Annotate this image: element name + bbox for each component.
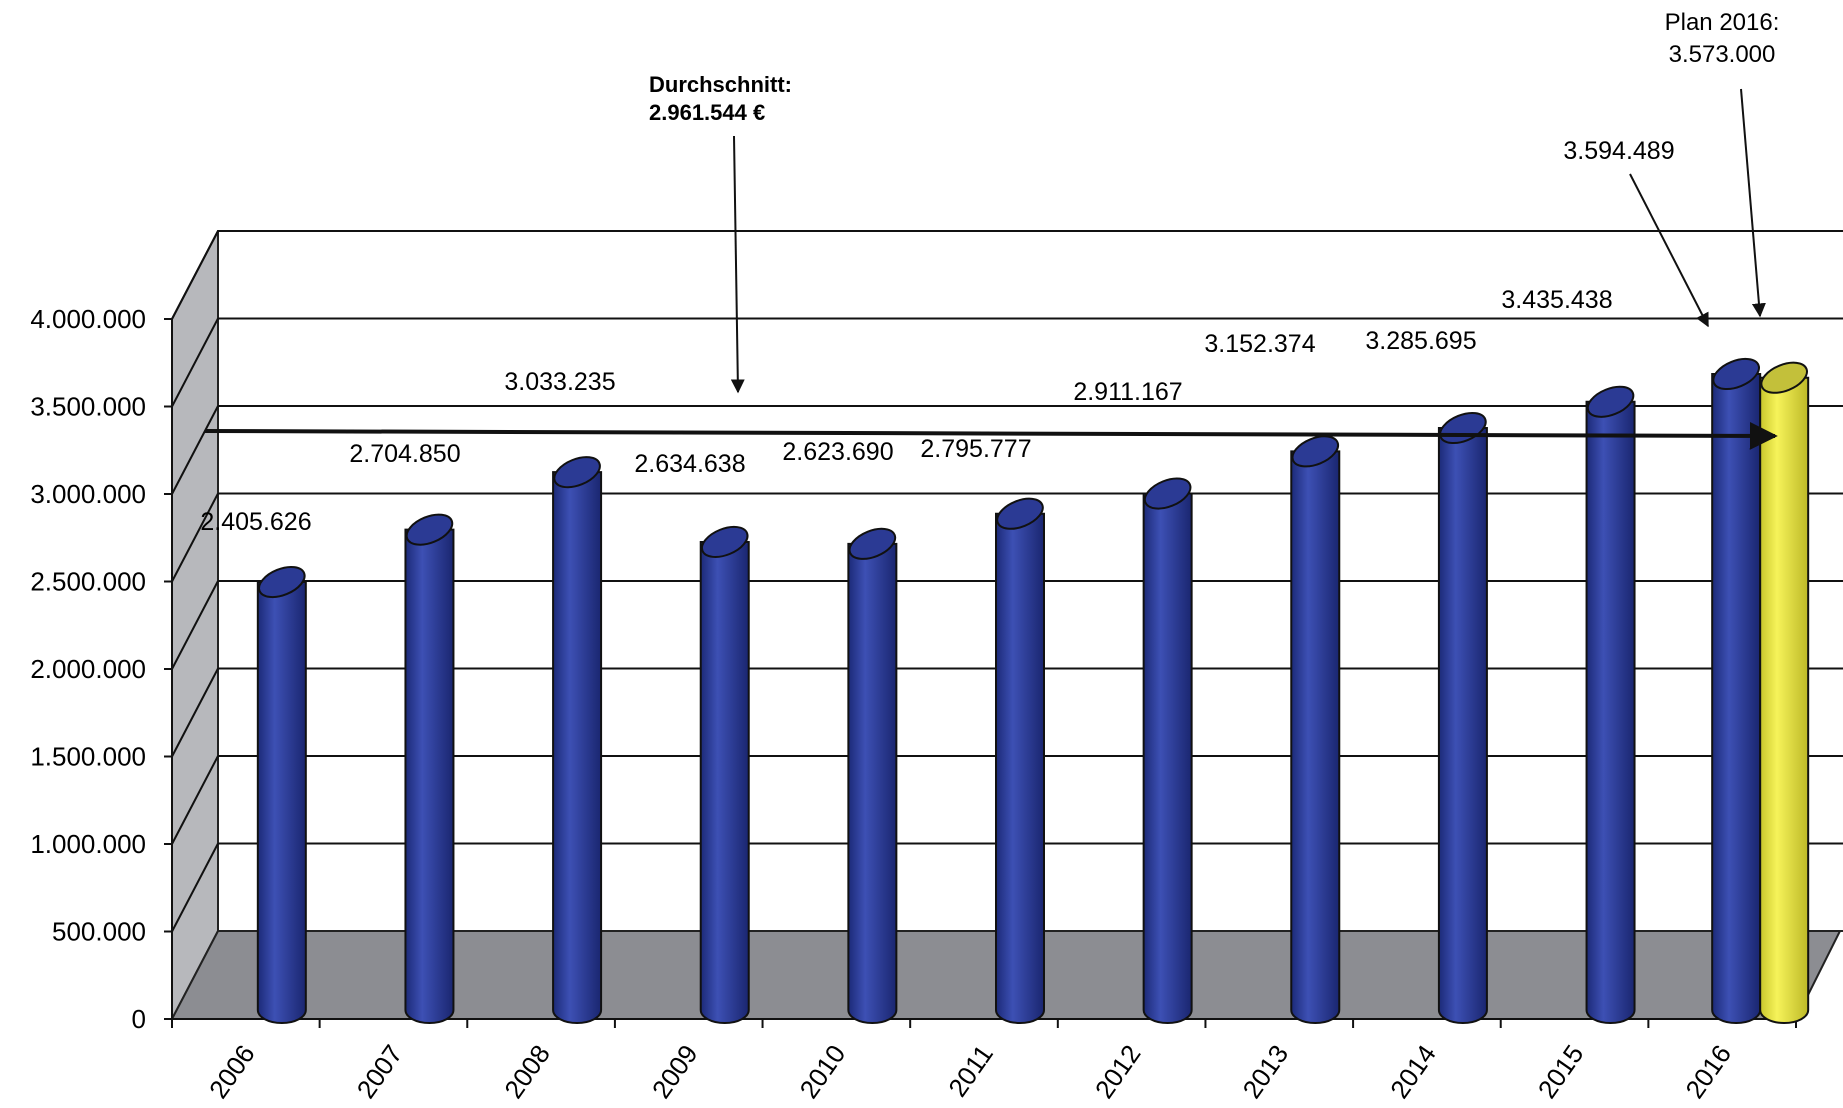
bar-2016-body [1711, 372, 1762, 1024]
plan-value: 3.573.000 [1669, 41, 1776, 68]
bar-2012-top [1143, 477, 1192, 510]
x-axis: 2006 2007 2008 2009 2010 2011 2012 2013 2014 2015… [171, 1018, 1797, 1104]
bar-2015-top [1586, 385, 1635, 418]
bar-2009-top [700, 525, 749, 558]
bar-2007-body [404, 528, 455, 1024]
data-label: 2.623.690 [782, 438, 893, 466]
bar-2006-body [256, 581, 307, 1024]
data-label: 2.704.850 [349, 440, 460, 468]
y-axis: 0 500.000 1.000.000 1.500.000 2.000.000 2.500… [30, 304, 173, 1034]
average-value: 2.961.544 € [649, 100, 765, 125]
bar-2010 [847, 527, 898, 1024]
bar-2009-body [699, 540, 750, 1024]
bar-2010-top [848, 527, 897, 560]
x-tick-label: 2016 [1679, 1039, 1737, 1104]
bar-2013 [1290, 435, 1341, 1024]
data-label: 3.285.695 [1365, 327, 1476, 355]
gridline-side [171, 755, 219, 845]
data-labels: 2.405.626 2.704.850 3.033.235 2.634.638 2.62… [200, 286, 1612, 536]
pointer-2016 [1629, 173, 1709, 328]
bar-2012-body [1142, 492, 1193, 1024]
bar-2016-top [1712, 357, 1760, 391]
gridline-side [171, 318, 219, 407]
x-tick-label: 2011 [942, 1039, 999, 1102]
bar-2009 [699, 525, 750, 1024]
average-pointer [730, 135, 745, 394]
bar-2015 [1585, 385, 1636, 1024]
bar-2013-body [1290, 450, 1341, 1024]
gridline-side [171, 843, 219, 932]
x-tick-label: 2014 [1384, 1039, 1442, 1104]
bar-2007 [404, 513, 455, 1024]
x-tick-label: 2010 [794, 1039, 852, 1104]
annotations: Durchschnitt: 2.961.544 € 3.594.489 Plan 20… [204, 9, 1780, 450]
y-tick-label: 4.000.000 [30, 304, 146, 334]
gridline-side [171, 580, 219, 670]
bar-2016 [1711, 357, 1762, 1024]
plan-bar-2016 [1759, 361, 1810, 1024]
data-label: 2.405.626 [200, 508, 311, 536]
bars [256, 357, 1810, 1024]
y-tick-label: 0 [132, 1004, 146, 1034]
x-tick-label: 2006 [203, 1039, 261, 1104]
data-label: 2.634.638 [634, 450, 745, 478]
gridline-side [171, 230, 219, 320]
x-tick-label: 2009 [646, 1039, 704, 1104]
bar-2014 [1437, 411, 1488, 1024]
bar-2013-top [1291, 435, 1340, 468]
bar-2006-top [258, 565, 306, 599]
gridline-side [171, 405, 219, 495]
y-tick-label: 3.000.000 [30, 479, 146, 509]
bar-2010-body [847, 542, 898, 1024]
y-tick-label: 500.000 [52, 917, 146, 947]
y-tick-label: 2.000.000 [30, 654, 146, 684]
bar-2015-body [1585, 400, 1636, 1024]
data-label: 3.033.235 [504, 368, 615, 396]
bar-2011-body [995, 512, 1045, 1024]
plan-bar-2016-body [1759, 376, 1810, 1024]
bar-2014-body [1437, 427, 1488, 1024]
gridline-side [171, 493, 219, 582]
y-tick-label: 3.500.000 [30, 392, 146, 422]
x-tick-label: 2013 [1236, 1039, 1294, 1104]
plan-pointer [1740, 88, 1766, 318]
average-line [204, 421, 1778, 450]
data-label: 3.152.374 [1204, 330, 1315, 358]
plan-bar-2016-top [1760, 361, 1808, 394]
x-tick-label: 2012 [1089, 1039, 1147, 1104]
bar-2006 [256, 565, 307, 1024]
y-tick-label: 1.500.000 [30, 742, 146, 772]
average-label: Durchschnitt: [649, 72, 792, 97]
gridline-side [171, 668, 219, 757]
y-tick-label: 2.500.000 [30, 567, 146, 597]
plan-label: Plan 2016: [1665, 9, 1780, 36]
bar-2008-top [553, 456, 601, 489]
bar-2008-body [552, 471, 603, 1024]
data-label: 2.911.167 [1073, 378, 1182, 406]
x-tick-label: 2008 [498, 1039, 556, 1104]
data-label-2016: 3.594.489 [1563, 137, 1674, 165]
bar-2008 [552, 456, 603, 1024]
bar-2007-top [405, 513, 454, 546]
x-tick-label: 2007 [351, 1039, 409, 1104]
x-tick-label: 2015 [1532, 1039, 1590, 1104]
bar-2012 [1142, 477, 1193, 1024]
y-tick-label: 1.000.000 [30, 829, 146, 859]
bar-2011-top [996, 497, 1044, 530]
data-label: 2.795.777 [920, 435, 1031, 463]
bar-2011 [995, 497, 1045, 1024]
data-label: 3.435.438 [1501, 286, 1612, 314]
